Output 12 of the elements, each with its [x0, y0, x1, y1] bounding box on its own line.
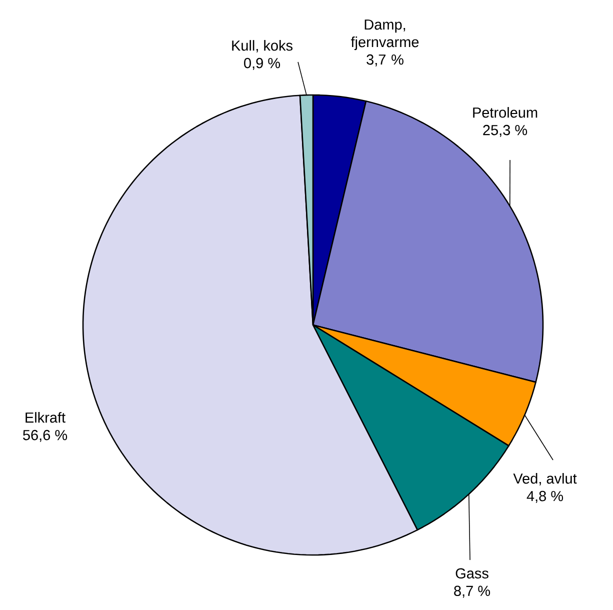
slice-label: Damp, fjernvarme: [350, 20, 419, 50]
data-label: 8,7 %: [454, 586, 490, 598]
slice-label: Elkraft: [26, 412, 66, 423]
slice-label: Petroleum: [473, 107, 538, 118]
slice-label: Kull, koks: [232, 40, 292, 52]
data-label: 3,7 %: [366, 54, 404, 66]
data-label: 0,9 %: [244, 58, 280, 70]
data-label: 4,8 %: [526, 490, 564, 503]
data-label: 25,3 %: [483, 124, 528, 137]
slice-label: Gass: [456, 568, 488, 579]
data-label: 56,6 %: [23, 430, 68, 442]
slice-label: Ved, avlut: [513, 473, 577, 486]
